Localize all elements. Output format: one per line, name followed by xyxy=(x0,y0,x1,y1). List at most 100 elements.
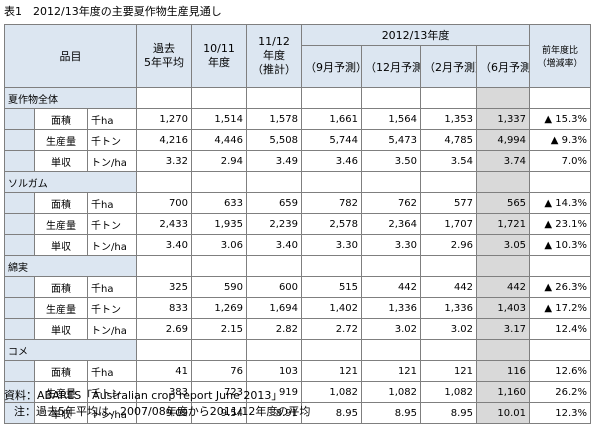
empty-cell xyxy=(301,171,363,193)
header-forecast-sep: （9月予測） xyxy=(301,45,363,88)
row-label: 生産量 xyxy=(34,213,88,235)
cell-feb: 2.96 xyxy=(420,234,478,256)
row-label: 面積 xyxy=(34,276,88,298)
table-row: 面積 千ha 325 590 600 515 442 442 442 ▲ 26.3% xyxy=(4,276,592,298)
crop-forecast-table: 品目 過去 5年平均 10/11 年度 11/12 年度 （推計） 2012/1… xyxy=(3,24,592,424)
header-forecast-feb: （2月予測） xyxy=(420,45,478,88)
cell-y1112: 3.40 xyxy=(246,234,303,256)
crop-header-row: 夏作物全体 xyxy=(3,87,592,109)
cell-change: ▲ 14.3% xyxy=(529,192,592,214)
cell-feb: 3.02 xyxy=(420,318,478,340)
table-row: 面積 千ha 700 633 659 782 762 577 565 ▲ 14.3% xyxy=(4,192,592,214)
empty-cell xyxy=(191,171,248,193)
cell-feb: 8.95 xyxy=(420,402,478,424)
cell-past5: 3.32 xyxy=(136,150,193,172)
empty-cell xyxy=(361,255,422,277)
cell-dec: 442 xyxy=(361,276,422,298)
cell-sep: 5,744 xyxy=(301,129,363,151)
row-label: 生産量 xyxy=(34,129,88,151)
indent-cell xyxy=(4,276,35,298)
row-label: 面積 xyxy=(34,360,88,382)
cell-dec: 121 xyxy=(361,360,422,382)
row-unit: 千ha xyxy=(86,192,138,214)
cell-change: 12.6% xyxy=(529,360,592,382)
cell-y1112: 3.49 xyxy=(246,150,303,172)
cell-dec: 2,364 xyxy=(361,213,422,235)
header-1112: 11/12 年度 （推計） xyxy=(246,24,303,88)
cell-jun: 116 xyxy=(476,360,531,382)
row-unit: 千ha xyxy=(86,108,138,130)
empty-cell xyxy=(529,255,592,277)
header-1011: 10/11 年度 xyxy=(191,24,248,88)
cell-past5: 1,270 xyxy=(136,108,193,130)
cell-sep: 2,578 xyxy=(301,213,363,235)
cell-y1112: 2,239 xyxy=(246,213,303,235)
cell-dec: 3.50 xyxy=(361,150,422,172)
header-2012-13: 2012/13年度 xyxy=(301,24,531,46)
cell-past5: 700 xyxy=(136,192,193,214)
cell-past5: 2.69 xyxy=(136,318,193,340)
header-1011-l1: 10/11 xyxy=(203,42,235,55)
empty-cell xyxy=(301,87,363,109)
cell-change: 7.0% xyxy=(529,150,592,172)
cell-y1011: 1,935 xyxy=(191,213,248,235)
cell-jun: 10.01 xyxy=(476,402,531,424)
empty-cell xyxy=(136,255,193,277)
table-row: 面積 千ha 41 76 103 121 121 121 116 12.6% xyxy=(4,360,592,382)
empty-cell xyxy=(476,339,531,361)
indent-cell xyxy=(4,381,35,403)
row-unit: トン/ha xyxy=(86,234,138,256)
cell-jun: 1,403 xyxy=(476,297,531,319)
header-row-1: 品目 過去 5年平均 10/11 年度 11/12 年度 （推計） 2012/1… xyxy=(3,24,592,88)
empty-cell xyxy=(191,87,248,109)
cell-y1112: 659 xyxy=(246,192,303,214)
row-unit: 千トン xyxy=(86,129,138,151)
cell-sep: 1,402 xyxy=(301,297,363,319)
cell-sep: 515 xyxy=(301,276,363,298)
empty-cell xyxy=(361,171,422,193)
crop-header-row: 綿実 xyxy=(3,255,592,277)
cell-sep: 1,082 xyxy=(301,381,363,403)
cell-jun: 442 xyxy=(476,276,531,298)
indent-cell xyxy=(4,297,35,319)
cell-past5: 2,433 xyxy=(136,213,193,235)
row-label: 生産量 xyxy=(34,297,88,319)
indent-cell xyxy=(4,234,35,256)
table-row: 単収 トン/ha 3.40 3.06 3.40 3.30 3.30 2.96 3.05 ▲ 10.… xyxy=(4,234,592,256)
cell-change: 12.4% xyxy=(529,318,592,340)
cell-y1011: 3.06 xyxy=(191,234,248,256)
empty-cell xyxy=(420,255,478,277)
table-row: 単収 トン/ha 3.32 2.94 3.49 3.46 3.50 3.54 3.74 7.0% xyxy=(4,150,592,172)
cell-feb: 4,785 xyxy=(420,129,478,151)
cell-y1011: 1,269 xyxy=(191,297,248,319)
header-1112-l3: （推計） xyxy=(252,63,297,76)
table-row: 生産量 千トン 4,216 4,446 5,508 5,744 5,473 4,785 4,99… xyxy=(4,129,592,151)
cell-jun: 1,337 xyxy=(476,108,531,130)
crop-name: ソルガム xyxy=(3,171,138,193)
table-row: 生産量 千トン 833 1,269 1,694 1,402 1,336 1,336 1,403 ▲… xyxy=(4,297,592,319)
row-unit: トン/ha xyxy=(86,150,138,172)
empty-cell xyxy=(191,255,248,277)
cell-sep: 2.72 xyxy=(301,318,363,340)
cell-y1011: 590 xyxy=(191,276,248,298)
cell-jun: 1,160 xyxy=(476,381,531,403)
cell-sep: 8.95 xyxy=(301,402,363,424)
cell-change: ▲ 23.1% xyxy=(529,213,592,235)
cell-dec: 1,564 xyxy=(361,108,422,130)
cell-dec: 1,336 xyxy=(361,297,422,319)
cell-y1112: 1,578 xyxy=(246,108,303,130)
empty-cell xyxy=(529,171,592,193)
cell-feb: 1,707 xyxy=(420,213,478,235)
indent-cell xyxy=(4,192,35,214)
empty-cell xyxy=(420,171,478,193)
indent-cell xyxy=(4,213,35,235)
cell-change: ▲ 17.2% xyxy=(529,297,592,319)
cell-past5: 3.40 xyxy=(136,234,193,256)
empty-cell xyxy=(476,87,531,109)
cell-past5: 833 xyxy=(136,297,193,319)
cell-jun: 4,994 xyxy=(476,129,531,151)
cell-past5: 4,216 xyxy=(136,129,193,151)
row-unit: 千ha xyxy=(86,276,138,298)
cell-y1112: 5,508 xyxy=(246,129,303,151)
empty-cell xyxy=(529,339,592,361)
